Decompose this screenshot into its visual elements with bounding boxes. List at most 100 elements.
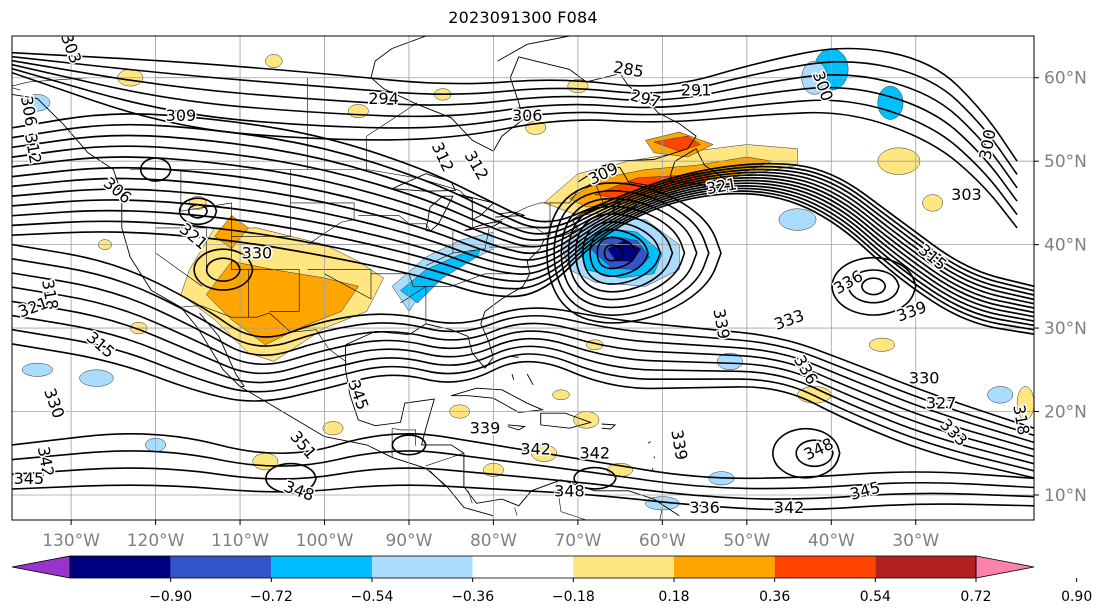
map-title: 2023091300 F084 [448,8,598,27]
colorbar-tick-label: 0.36 [759,589,790,605]
contour-line [12,71,1018,229]
anomaly-region [322,421,344,436]
contour-line [596,236,637,270]
lon-tick-label: 50°W [723,531,770,551]
colorbar-swatch [774,556,876,578]
contour-line [546,182,722,324]
contour-line [582,221,662,285]
lat-tick-label: 10°N [1044,486,1087,506]
contour-label: 330 [909,369,940,388]
contour-line [12,467,1034,500]
contour-line [12,156,1034,305]
contour-line [795,439,834,468]
coastline [459,194,495,221]
lon-tick-label: 130°W [42,531,100,551]
colorbar-extend-high [975,555,1035,579]
anomaly-region [265,54,283,68]
political-border [366,102,418,170]
coastline [653,456,656,459]
colorbar-tick-label: 0.90 [1061,589,1092,605]
anomaly-region [205,261,359,346]
contour-line [12,134,1034,296]
contour-line [847,269,900,304]
coastline [651,468,654,471]
contour-line [12,300,1034,458]
contour-line [12,286,1034,451]
political-border [452,227,490,254]
colorbar-swatch [674,556,775,578]
coastline [497,36,570,62]
contour-line [12,123,1034,292]
coastline [391,173,457,192]
political-border [514,507,518,516]
contour-line [12,343,1034,479]
contour-line [12,145,1034,301]
lon-tick-label: 30°W [892,531,939,551]
contour-label: 303 [951,185,982,204]
colorbar-swatch [472,556,574,578]
political-border [467,490,473,504]
contour-line [772,427,841,479]
contour-line [831,256,917,316]
contour-line [12,47,1018,162]
coastline [540,412,593,429]
map-frame [11,35,1035,521]
colorbar-tick-label: 0.72 [960,589,991,605]
contour-line [139,157,172,182]
contour-line [265,462,317,494]
contour-label: 309 [166,106,197,125]
lon-tick-label: 40°W [808,531,855,551]
lon-tick-label: 70°W [554,531,601,551]
coastline [507,424,527,431]
contour-line [589,228,649,278]
contour-line [12,243,1034,429]
contour-line [574,213,674,293]
colorbar-swatch [372,556,473,578]
anomaly-region [987,386,1014,404]
lon-tick-label: 90°W [385,531,432,551]
contour-line [187,203,208,219]
anomaly-region [552,389,570,401]
anomaly-region [79,369,114,387]
coastline [647,441,651,444]
contour-line [603,244,625,262]
colorbar-swatch [170,556,272,578]
lat-tick-label: 50°N [1044,152,1087,172]
contour-line [573,466,617,490]
political-border [659,507,663,520]
contour-line [12,190,1034,331]
anomaly-region [778,208,817,231]
contour-line [205,257,241,282]
contour-line [12,484,1034,511]
colorbar-tick-label: −0.72 [250,589,293,605]
contour-line [12,55,1018,175]
colorbar-tick-label: −0.36 [451,589,494,605]
lat-tick-label: 60°N [1044,69,1087,89]
anomaly-region [24,94,51,112]
contour-line [12,67,1018,216]
coastline [495,211,525,218]
contour-line [12,450,1034,490]
contour-line [567,205,686,301]
colorbar-tick-label: −0.18 [552,589,595,605]
coastline [526,373,534,386]
contour-label: 327 [926,394,957,413]
contour-line [12,432,1034,480]
coastline [601,423,617,430]
colorbar-outline [69,555,977,579]
contour-line [178,197,218,226]
axis-ticks: 130°W 120°W 110°W 100°W 90°W 80°W 70°W 60°W 50°W… [42,69,1087,551]
political-border [429,470,446,487]
contour-line [12,185,1034,322]
colorbar-swatch [573,556,674,578]
contour-line [193,248,254,291]
coastline [451,387,545,413]
lon-tick-label: 80°W [470,531,517,551]
contour-line [560,197,698,309]
contour-line [12,328,1034,472]
contour-lines [12,47,1034,511]
lon-tick-label: 120°W [127,531,185,551]
contour-line [12,192,1034,335]
contour-line [861,277,887,296]
